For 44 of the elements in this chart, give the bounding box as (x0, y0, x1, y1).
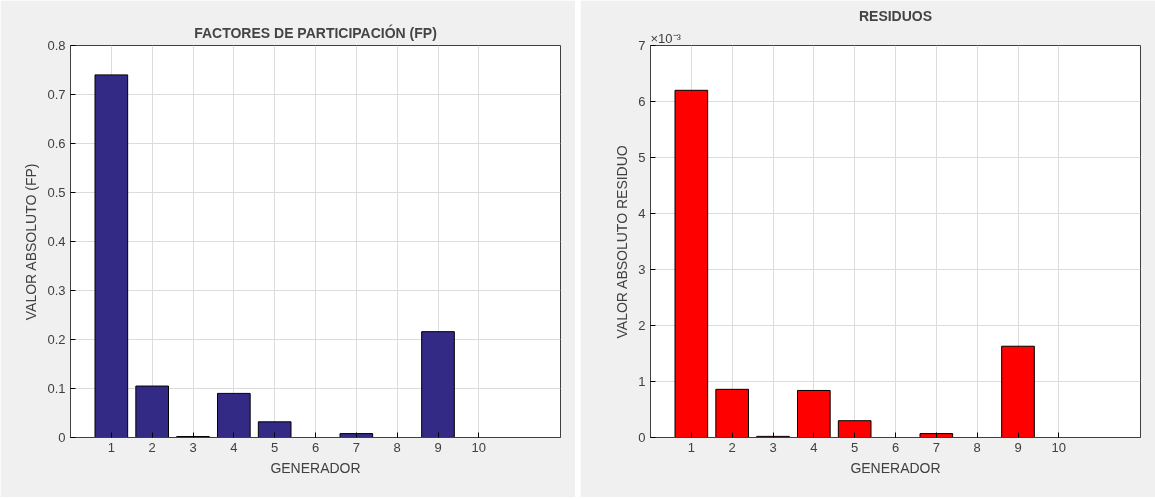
x-tick-label: 4 (810, 439, 818, 455)
x-tick-label: 4 (230, 439, 238, 455)
y-tick-label: 1 (638, 374, 646, 389)
chart-title: FACTORES DE PARTICIPACIÓN (FP) (194, 23, 437, 41)
x-tick-label: 9 (1014, 439, 1022, 455)
x-tick-label: 2 (728, 439, 736, 455)
x-axis-title: GENERADOR (850, 459, 941, 476)
x-tick-label: 1 (687, 439, 695, 455)
y-tick-label: 5 (638, 150, 646, 165)
x-tick-label: 6 (891, 439, 900, 455)
y-tick-label: 0.5 (47, 185, 66, 200)
x-tick-label: 3 (769, 439, 777, 455)
y-tick-label: 0.7 (47, 87, 66, 102)
annotation: ×10⁻³ (650, 30, 682, 46)
x-tick-label: 8 (973, 439, 981, 455)
x-tick-label: 10 (1051, 439, 1067, 455)
x-tick-label: 5 (851, 439, 859, 455)
y-axis-title: VALOR ABSOLUTO (FP) (23, 163, 40, 321)
y-tick-label: 0.4 (47, 234, 66, 249)
y-tick-label: 0.2 (47, 332, 66, 347)
y-tick-label: 6 (638, 94, 646, 109)
y-axis-title: VALOR ABSOLUTO RESIDUO (614, 145, 631, 339)
y-tick-label: 0.8 (47, 38, 66, 53)
x-tick-label: 9 (434, 439, 442, 455)
chart-title: RESIDUOS (858, 7, 933, 24)
x-tick-label: 2 (148, 439, 156, 455)
x-tick-label: 8 (393, 439, 401, 455)
y-tick-label: 0 (638, 430, 646, 445)
y-tick-label: 0.3 (47, 283, 66, 298)
y-tick-label: 0 (58, 430, 66, 445)
x-tick-label: 7 (932, 439, 940, 455)
x-tick-label: 5 (271, 439, 279, 455)
x-tick-label: 1 (107, 439, 115, 455)
x-tick-label: 6 (311, 439, 320, 455)
x-tick-label: 7 (352, 439, 360, 455)
y-tick-label: 4 (638, 206, 646, 221)
x-axis-title: GENERADOR (270, 459, 361, 476)
x-tick-label: 3 (189, 439, 197, 455)
y-tick-label: 0.6 (47, 136, 66, 151)
y-tick-label: 7 (638, 38, 646, 53)
x-tick-label: 10 (471, 439, 487, 455)
y-tick-label: 2 (638, 318, 646, 333)
y-tick-label: 0.1 (47, 381, 66, 396)
y-tick-label: 3 (638, 262, 646, 277)
